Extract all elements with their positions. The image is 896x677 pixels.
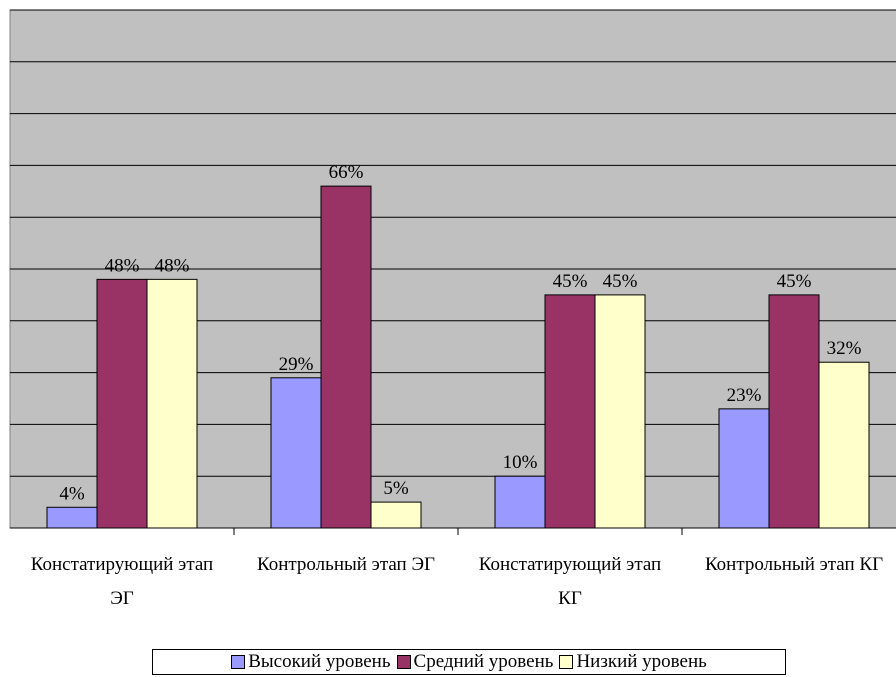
data-label: 32% bbox=[827, 338, 862, 359]
data-label: 66% bbox=[329, 162, 364, 183]
data-label: 4% bbox=[59, 483, 85, 504]
data-label: 23% bbox=[727, 385, 762, 406]
legend-label: Высокий уровень bbox=[248, 651, 391, 672]
data-label: 48% bbox=[155, 255, 190, 276]
bar bbox=[96, 278, 148, 529]
bar bbox=[370, 501, 422, 529]
legend-swatch bbox=[396, 655, 411, 669]
legend-swatch bbox=[559, 655, 574, 669]
x-tick-label: Констатирующий этап ЭГ bbox=[30, 554, 214, 609]
bar bbox=[46, 506, 98, 529]
x-tick-label: Контрольный этап ЭГ bbox=[257, 554, 435, 575]
bar bbox=[320, 185, 372, 529]
bar bbox=[270, 377, 322, 529]
legend: Высокий уровень Средний уровень Низкий уро… bbox=[152, 649, 786, 675]
bar bbox=[494, 475, 546, 529]
legend-item: Средний уровень bbox=[396, 651, 554, 673]
bar bbox=[818, 361, 870, 529]
x-tick-label: Контрольный этап КГ bbox=[704, 554, 884, 575]
bar bbox=[718, 408, 770, 529]
data-label: 45% bbox=[603, 271, 638, 292]
data-label: 48% bbox=[105, 255, 140, 276]
bar bbox=[594, 294, 646, 529]
legend-label: Низкий уровень bbox=[576, 651, 707, 672]
legend-item: Высокий уровень bbox=[231, 651, 391, 673]
legend-item: Низкий уровень bbox=[559, 651, 707, 673]
x-tick-label: Констатирующий этап КГ bbox=[478, 554, 662, 609]
legend-label: Средний уровень bbox=[413, 651, 554, 672]
bar bbox=[768, 294, 820, 529]
legend-swatch bbox=[231, 655, 246, 669]
data-label: 5% bbox=[383, 478, 409, 499]
data-label: 29% bbox=[279, 354, 314, 375]
data-label: 10% bbox=[503, 452, 538, 473]
bar bbox=[146, 278, 198, 529]
data-label: 45% bbox=[553, 271, 588, 292]
bar bbox=[544, 294, 596, 529]
data-label: 45% bbox=[777, 271, 812, 292]
